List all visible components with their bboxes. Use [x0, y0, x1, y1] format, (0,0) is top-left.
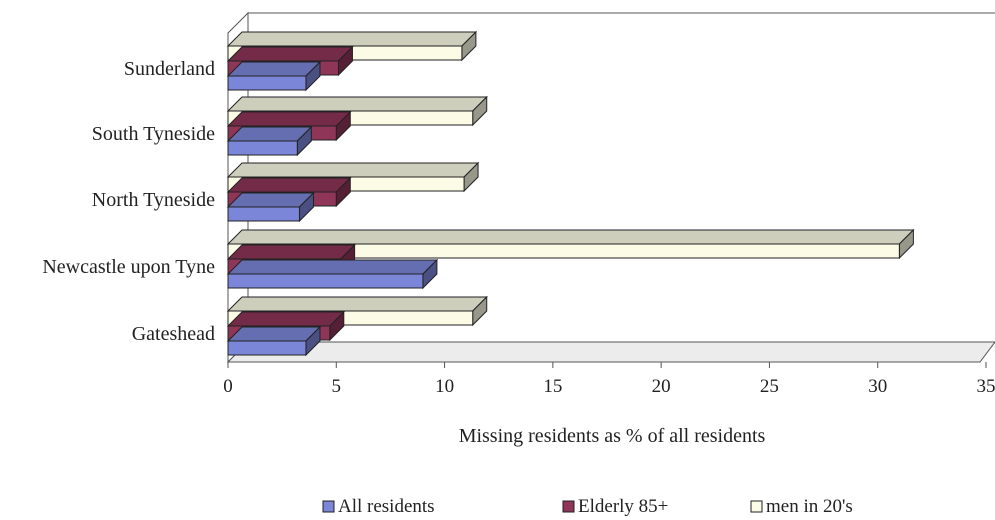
- bar-front-face: [227, 140, 298, 156]
- bar-top-face: [226, 192, 315, 208]
- legend-swatch: [322, 500, 335, 513]
- legend-item: men in 20's: [750, 496, 853, 517]
- bar-gateshead-all-residents: [226, 325, 322, 357]
- bar-top-face: [226, 96, 488, 112]
- bar-top-face: [226, 229, 915, 245]
- bar-front-face: [227, 75, 307, 91]
- bar-top-face: [226, 61, 322, 77]
- x-tick-label: 20: [652, 376, 671, 397]
- bar-front-face: [227, 273, 424, 289]
- legend-label: men in 20's: [766, 496, 853, 517]
- bar-south-tyneside-all-residents: [226, 125, 313, 157]
- bar-sunderland-all-residents: [226, 60, 322, 92]
- legend-label: Elderly 85+: [578, 496, 668, 517]
- bar-top-face: [226, 244, 356, 260]
- x-tick-label: 30: [868, 376, 887, 397]
- bar-north-tyneside-all-residents: [226, 191, 315, 223]
- bar-front-face: [227, 243, 900, 259]
- bar-top-face: [226, 46, 354, 62]
- category-label: Newcastle upon Tyne: [42, 256, 215, 278]
- category-label: Gateshead: [132, 323, 215, 345]
- bars-group: [226, 30, 915, 357]
- bar-top-face: [226, 177, 352, 193]
- x-tick-label: 15: [543, 376, 562, 397]
- x-tick-label: 25: [760, 376, 779, 397]
- x-tick-label: 35: [977, 376, 995, 397]
- legend-item: All residents: [322, 496, 435, 517]
- legend: All residents Elderly 85+ men in 20's: [322, 496, 853, 517]
- bar-top-face: [226, 259, 439, 275]
- bar-newcastle-upon-tyne-men-in-20-s: [226, 228, 915, 260]
- x-tick-label: 0: [223, 376, 233, 397]
- bar-top-face: [226, 296, 488, 312]
- x-axis-title: Missing residents as % of all residents: [459, 425, 766, 447]
- bar-top-face: [226, 162, 480, 178]
- bar-front-face: [227, 206, 300, 222]
- category-label: Sunderland: [124, 58, 215, 80]
- x-tick-label: 10: [435, 376, 454, 397]
- legend-label: All residents: [338, 496, 435, 517]
- x-tick-label: 5: [332, 376, 342, 397]
- bar-newcastle-upon-tyne-all-residents: [226, 258, 439, 290]
- category-label: North Tyneside: [92, 189, 215, 211]
- bar-front-face: [227, 340, 307, 356]
- legend-swatch: [750, 500, 763, 513]
- legend-swatch: [562, 500, 575, 513]
- category-label: South Tyneside: [92, 123, 215, 145]
- category-labels: Gateshead Newcastle upon Tyne North Tynesi…: [42, 58, 215, 345]
- x-axis-ticks: 0 5 10 15 20 25 30 35: [223, 362, 995, 397]
- floor: [226, 341, 995, 363]
- bar-top-face: [226, 311, 345, 327]
- bar-top-face: [226, 326, 322, 342]
- bar-top-face: [226, 31, 478, 47]
- legend-item: Elderly 85+: [562, 496, 668, 517]
- bar-top-face: [226, 111, 352, 127]
